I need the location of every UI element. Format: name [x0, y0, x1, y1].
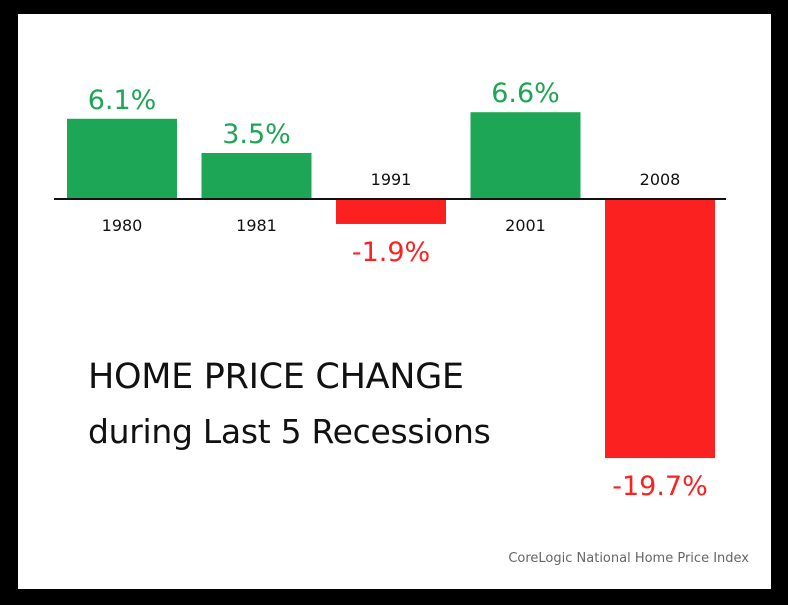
- category-label-2008: 2008: [640, 170, 681, 189]
- source-note: CoreLogic National Home Price Index: [508, 551, 749, 566]
- value-label-2008: -19.7%: [612, 471, 708, 502]
- value-label-1981: 3.5%: [222, 119, 291, 150]
- value-label-1980: 6.1%: [88, 85, 157, 116]
- bar-2008: [605, 199, 715, 459]
- bar-2001: [470, 112, 581, 199]
- chart-subtitle: during Last 5 Recessions: [88, 412, 491, 451]
- category-label-1980: 1980: [102, 216, 143, 235]
- category-label-1981: 1981: [236, 216, 277, 235]
- bar-chart: 1980 6.1% 1981 3.5% 1991 -1.9% 2001 6.6% 2008 -19…: [54, 78, 726, 502]
- bar-1981: [201, 152, 312, 199]
- value-label-2001: 6.6%: [491, 78, 560, 109]
- category-label-1991: 1991: [371, 170, 412, 189]
- bar-1991: [336, 199, 446, 224]
- category-label-2001: 2001: [505, 216, 546, 235]
- chart-panel: 1980 6.1% 1981 3.5% 1991 -1.9% 2001 6.6% 2008 -19…: [18, 14, 771, 589]
- bar-1980: [67, 118, 177, 199]
- value-label-1991: -1.9%: [352, 237, 430, 268]
- chart-title: HOME PRICE CHANGE: [88, 357, 464, 397]
